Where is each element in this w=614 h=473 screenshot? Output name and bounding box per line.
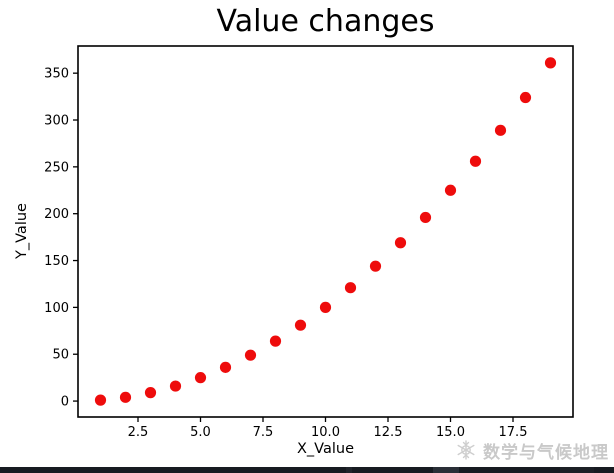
watermark-text: 数学与气候地理 <box>483 442 609 463</box>
data-point <box>244 349 257 361</box>
bottom-bar-segment <box>433 467 459 473</box>
x-tick-label: 2.5 <box>128 425 149 440</box>
x-tick-label: 12.5 <box>374 425 403 440</box>
y-tick-label: 200 <box>44 207 69 222</box>
y-tick-label: 50 <box>52 348 69 363</box>
y-tick-label: 250 <box>44 160 69 175</box>
bottom-bar-segment <box>560 467 594 473</box>
data-point <box>169 380 182 392</box>
data-point <box>444 184 457 196</box>
data-point <box>144 387 157 399</box>
y-tick-label: 350 <box>44 67 69 82</box>
x-tick-label: 7.5 <box>253 425 274 440</box>
x-tick-label: 15.0 <box>436 425 465 440</box>
data-point <box>269 335 282 347</box>
y-axis-label: Y_Value <box>14 203 30 259</box>
data-point <box>469 155 482 167</box>
chart-title: Value changes <box>216 4 435 39</box>
data-point <box>519 91 532 104</box>
snowflake-icon <box>457 440 475 460</box>
data-point <box>94 394 107 406</box>
data-point <box>319 301 332 313</box>
x-tick-label: 5.0 <box>190 425 211 440</box>
x-tick-label: 17.5 <box>499 425 528 440</box>
data-point <box>494 124 507 136</box>
data-point <box>294 319 307 331</box>
data-point <box>369 260 382 272</box>
y-tick-label: 150 <box>44 254 69 269</box>
data-point <box>419 211 432 224</box>
data-point <box>119 391 132 403</box>
y-tick-label: 300 <box>44 114 69 129</box>
bottom-bar-segment <box>346 467 352 473</box>
data-point <box>219 361 232 373</box>
data-point <box>344 282 357 294</box>
y-tick-label: 100 <box>44 301 69 316</box>
x-tick-label: 10.0 <box>311 425 340 440</box>
data-point <box>394 237 407 249</box>
x-axis-label: X_Value <box>296 441 354 457</box>
y-tick-label: 0 <box>61 395 69 410</box>
data-point <box>544 57 557 69</box>
data-point <box>194 372 207 384</box>
watermark: 数学与气候地理 <box>454 437 609 463</box>
bottom-bar <box>0 467 614 473</box>
plot-frame <box>77 45 574 418</box>
